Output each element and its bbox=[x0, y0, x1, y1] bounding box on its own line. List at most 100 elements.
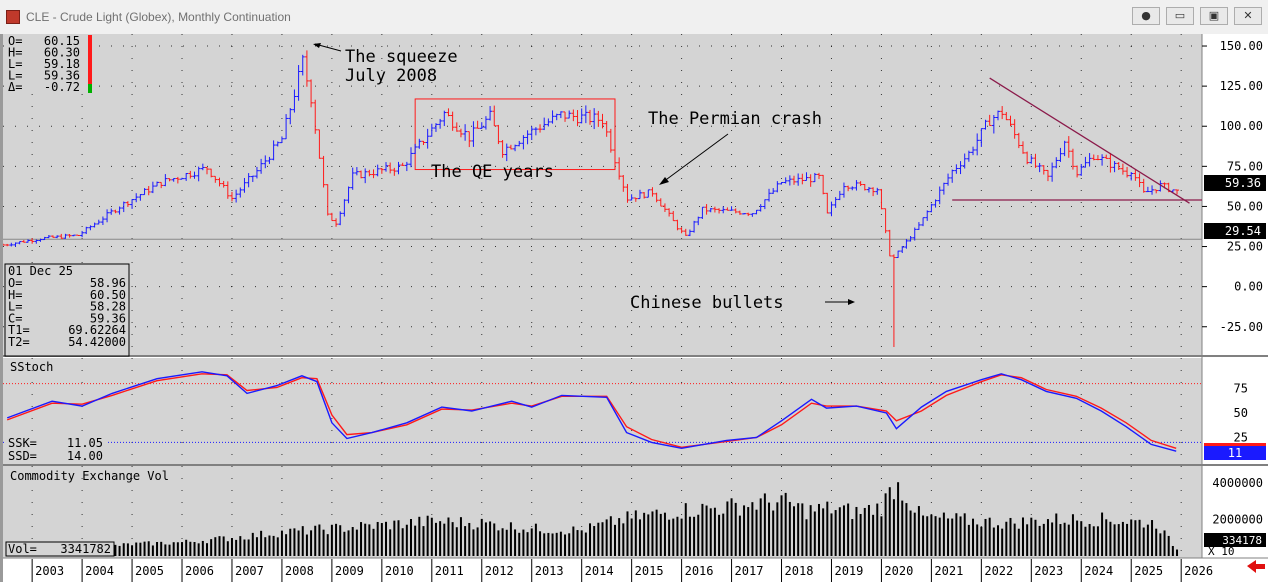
time-tick-label: 2010 bbox=[385, 564, 414, 578]
volume-bar bbox=[181, 542, 184, 556]
volume-bar bbox=[305, 534, 308, 556]
volume-bar bbox=[1030, 517, 1033, 556]
volume-bar bbox=[613, 524, 616, 556]
price-tick-label: 0.00 bbox=[1234, 280, 1263, 294]
volume-bar bbox=[801, 503, 804, 556]
volume-bar bbox=[401, 528, 404, 556]
volume-bar bbox=[672, 518, 675, 556]
volume-bar bbox=[226, 541, 229, 556]
volume-bar bbox=[318, 524, 321, 556]
volume-bar bbox=[522, 529, 525, 556]
volume-bar bbox=[1038, 525, 1041, 556]
volume-bar bbox=[897, 482, 900, 556]
volume-bar bbox=[293, 528, 296, 556]
volume-bar bbox=[1155, 528, 1158, 556]
volume-bar bbox=[272, 535, 275, 556]
close-button[interactable]: ✕ bbox=[1234, 7, 1262, 25]
permian-arrow bbox=[662, 133, 729, 183]
volume-bar bbox=[143, 541, 146, 556]
time-tick-label: 2008 bbox=[285, 564, 314, 578]
volume-bar bbox=[593, 526, 596, 556]
volume-bar bbox=[368, 524, 371, 556]
volume-bar bbox=[1151, 520, 1154, 556]
chart-canvas[interactable]: 150.00 125.00 100.00 75.00 50.00 25.00 0.00 -25… bbox=[1, 34, 1268, 582]
volume-bar bbox=[135, 542, 138, 556]
volume-bar bbox=[584, 532, 587, 556]
volume-bar bbox=[822, 508, 825, 556]
volume-bar bbox=[451, 522, 454, 556]
volume-bar bbox=[1063, 522, 1066, 556]
volume-bar bbox=[1017, 528, 1020, 556]
data-box-label: C= bbox=[8, 311, 22, 325]
volume-bar bbox=[422, 526, 425, 556]
chart-window: 150.00 125.00 100.00 75.00 50.00 25.00 0.00 -25… bbox=[0, 34, 1268, 582]
volume-bar bbox=[817, 503, 820, 556]
volume-bar bbox=[147, 541, 150, 556]
support-price-tag bbox=[1204, 223, 1266, 239]
scroll-left-icon[interactable] bbox=[1247, 560, 1265, 573]
time-tick-label: 2018 bbox=[785, 564, 814, 578]
volume-bar bbox=[218, 536, 221, 556]
volume-bar bbox=[688, 516, 691, 556]
record-button[interactable]: ● bbox=[1132, 7, 1160, 25]
volume-bar bbox=[659, 513, 662, 556]
stoch-panel bbox=[3, 358, 1202, 464]
volume-bar bbox=[676, 516, 679, 556]
volume-bar bbox=[360, 522, 363, 556]
volume-bar bbox=[276, 537, 279, 556]
volume-bar bbox=[409, 519, 412, 556]
volume-bar bbox=[872, 514, 875, 556]
vol-value-box bbox=[5, 541, 115, 557]
volume-bar bbox=[1167, 535, 1170, 556]
volume-bar bbox=[1055, 513, 1058, 556]
time-tick-label: 2006 bbox=[185, 564, 214, 578]
volume-bar bbox=[251, 532, 254, 556]
volume-bar bbox=[922, 515, 925, 556]
volume-bar bbox=[863, 507, 866, 556]
volume-bar bbox=[322, 529, 325, 556]
volume-bar bbox=[476, 527, 479, 556]
time-tick-label: 2024 bbox=[1084, 564, 1113, 578]
volume-bar bbox=[726, 501, 729, 556]
volume-bar bbox=[805, 519, 808, 556]
price-tick-label: 100.00 bbox=[1220, 119, 1263, 133]
volume-bar bbox=[684, 503, 687, 556]
volume-bar bbox=[351, 527, 354, 556]
volume-bar bbox=[364, 523, 367, 556]
volume-bar bbox=[813, 511, 816, 556]
volume-bar bbox=[343, 531, 346, 556]
minimize-button[interactable]: ▭ bbox=[1166, 7, 1194, 25]
volume-bar bbox=[326, 534, 329, 556]
volume-bar bbox=[1176, 549, 1179, 556]
restore-button[interactable]: ▣ bbox=[1200, 7, 1228, 25]
volume-bar bbox=[976, 524, 979, 556]
data-box-value: 54.42000 bbox=[68, 335, 126, 349]
volume-bar bbox=[501, 528, 504, 556]
volume-bar bbox=[1084, 526, 1087, 556]
volume-bar bbox=[426, 515, 429, 556]
volume-bar bbox=[959, 516, 962, 556]
volume-bar bbox=[205, 543, 208, 556]
annotation-chinese: Chinese bullets bbox=[630, 293, 784, 313]
time-tick-label: 2004 bbox=[85, 564, 114, 578]
time-tick-label: 2021 bbox=[934, 564, 963, 578]
volume-bar bbox=[888, 487, 891, 556]
volume-bar bbox=[947, 518, 950, 556]
volume-bar bbox=[1096, 526, 1099, 556]
price-tick-label: 50.00 bbox=[1227, 199, 1263, 213]
volume-bar bbox=[738, 515, 741, 556]
volume-bar bbox=[489, 521, 492, 556]
volume-bar bbox=[239, 536, 242, 556]
volume-bar bbox=[530, 528, 533, 556]
volume-bar bbox=[967, 524, 970, 556]
volume-bar bbox=[988, 517, 991, 556]
volume-bar bbox=[1146, 524, 1149, 556]
volume-bar bbox=[247, 539, 250, 556]
volume-bar bbox=[509, 522, 512, 556]
volume-bar bbox=[589, 523, 592, 556]
volume-bar bbox=[118, 545, 121, 556]
annotation-permian: The Permian crash bbox=[648, 109, 822, 129]
annotation-squeeze-date: July 2008 bbox=[345, 66, 437, 86]
volume-bar bbox=[734, 502, 737, 556]
volume-bar bbox=[909, 510, 912, 556]
